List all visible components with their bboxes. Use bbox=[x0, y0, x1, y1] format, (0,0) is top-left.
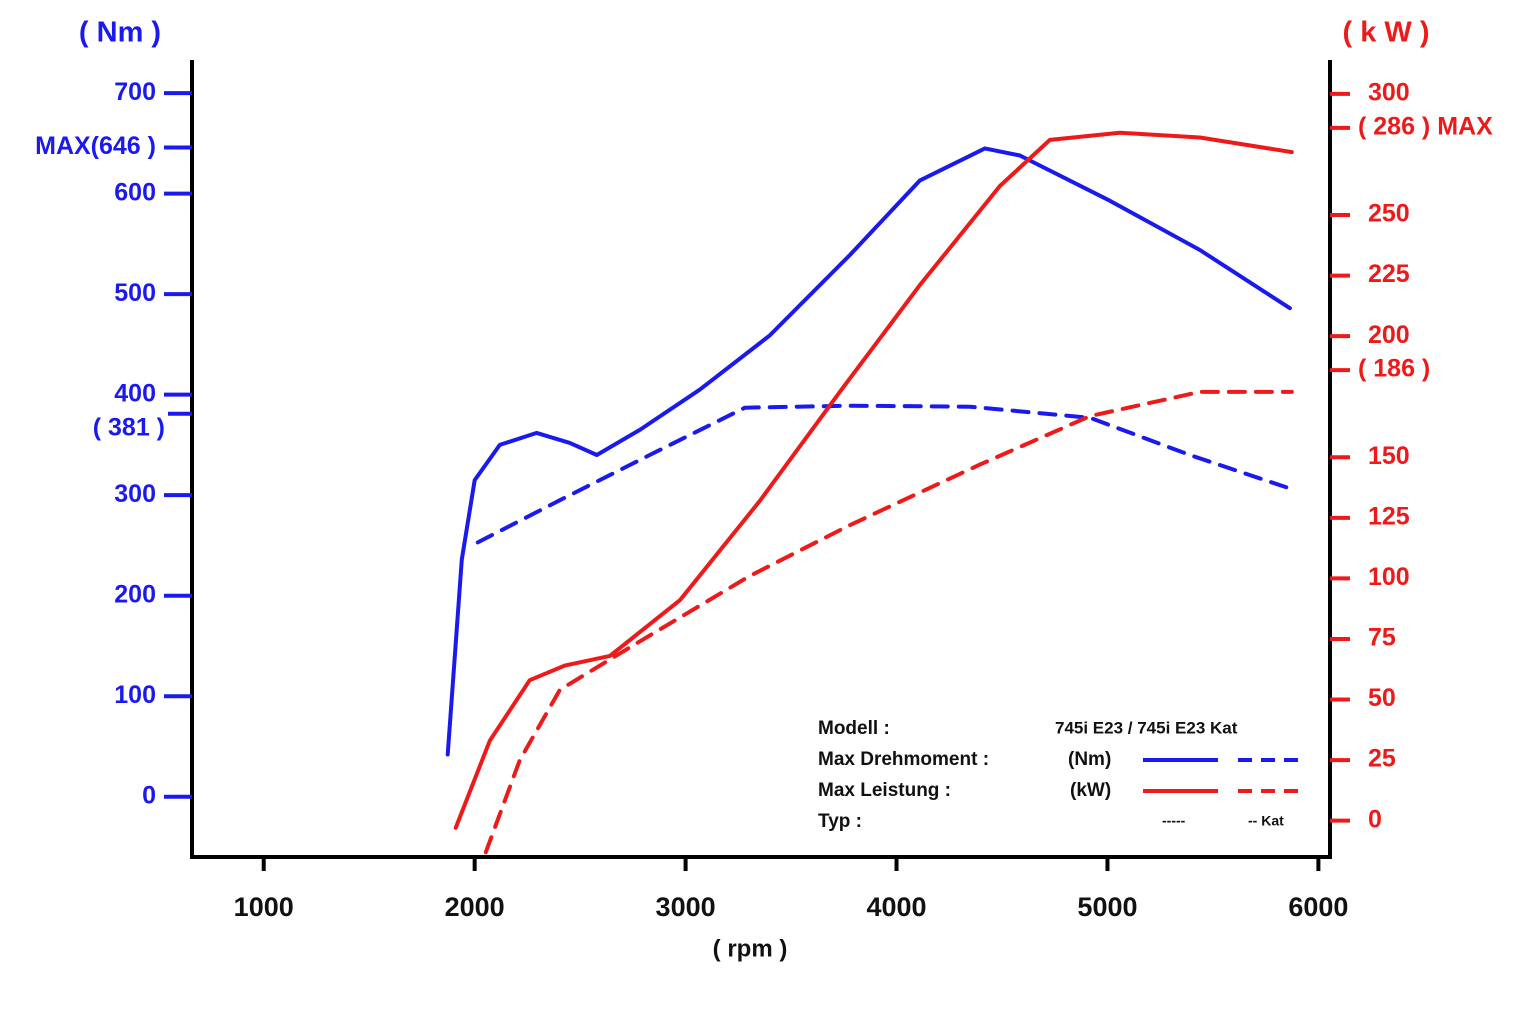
line-series bbox=[475, 403, 1297, 545]
legend-unit: (kW) bbox=[1070, 780, 1111, 801]
y2-tick-label: 50 bbox=[1368, 684, 1396, 712]
x-tick-label: 6000 bbox=[1288, 892, 1348, 922]
x-axis-title: ( rpm ) bbox=[713, 935, 788, 962]
y2-tick-label: 25 bbox=[1368, 745, 1396, 773]
x-tick-label: 4000 bbox=[866, 892, 926, 922]
x-tick-label: 5000 bbox=[1077, 892, 1137, 922]
y2-tick-label: ( 186 ) bbox=[1358, 355, 1430, 383]
y2-tick-label: 150 bbox=[1368, 442, 1410, 470]
legend: Modell : 745i E23 / 745i E23 Kat Max Dre… bbox=[818, 718, 1305, 832]
y-tick-label: 300 bbox=[114, 480, 156, 508]
y2-tick-label: ( 286 ) MAX bbox=[1358, 112, 1493, 140]
legend-dashed: -- Kat bbox=[1248, 813, 1284, 829]
y2-tick-label: 0 bbox=[1368, 805, 1382, 833]
y-tick-label: 100 bbox=[114, 681, 156, 709]
line-series bbox=[483, 389, 1294, 855]
y-tick-label: MAX(646 ) bbox=[35, 132, 156, 160]
y2-tick-label: 200 bbox=[1368, 321, 1410, 349]
legend-label: Max Leistung : bbox=[818, 780, 951, 801]
y-tick-label: 400 bbox=[114, 379, 156, 407]
y-axis-title: ( Nm ) bbox=[79, 17, 161, 49]
x-tick-label: 2000 bbox=[445, 892, 505, 922]
y2-tick-label: 75 bbox=[1368, 624, 1396, 652]
x-tick-label: 3000 bbox=[656, 892, 716, 922]
y-tick-label: ( 381 ) bbox=[93, 413, 165, 441]
x-tick-label: 1000 bbox=[234, 892, 294, 922]
y-tick-label: 0 bbox=[142, 781, 156, 809]
y2-axis-title: ( k W ) bbox=[1343, 17, 1430, 49]
y2-tick-label: 125 bbox=[1368, 502, 1410, 530]
y-tick-label: 700 bbox=[114, 78, 156, 106]
line-series bbox=[453, 130, 1294, 830]
y2-tick-label: 225 bbox=[1368, 260, 1410, 288]
y2-tick-label: 300 bbox=[1368, 79, 1410, 107]
legend-label: Max Drehmoment : bbox=[818, 749, 989, 770]
legend-model: 745i E23 / 745i E23 Kat bbox=[1055, 718, 1238, 737]
legend-solid: ----- bbox=[1162, 813, 1186, 829]
y2-tick-label: 250 bbox=[1368, 200, 1410, 228]
legend-type-label: Typ : bbox=[818, 811, 862, 832]
y-tick-label: 500 bbox=[114, 279, 156, 307]
legend-model-label: Modell : bbox=[818, 718, 890, 739]
line-series bbox=[445, 146, 1292, 757]
legend-unit: (Nm) bbox=[1068, 749, 1111, 770]
y-tick-label: 200 bbox=[114, 580, 156, 608]
y2-tick-label: 100 bbox=[1368, 563, 1410, 591]
y-tick-label: 600 bbox=[114, 178, 156, 206]
